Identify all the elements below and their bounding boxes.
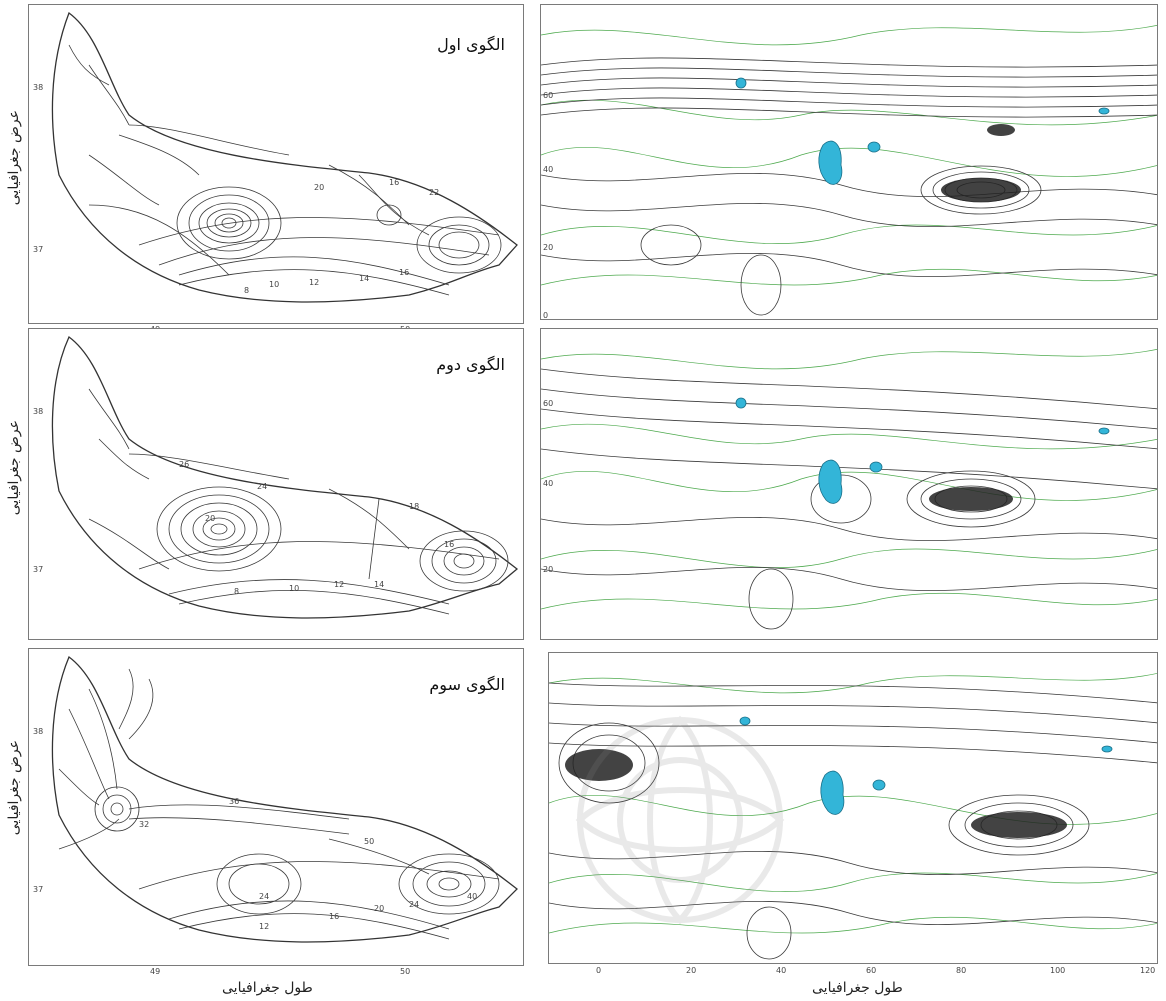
lat-tick: 37 — [33, 245, 44, 254]
contour-label: 16 — [329, 912, 339, 921]
lat-tick: 37 — [33, 565, 44, 574]
province-contour-map-row3: 36 32 50 24 12 16 20 24 40 الگوی سوم 38 … — [28, 648, 524, 966]
map-y-tick: 60 — [543, 91, 554, 100]
contour-label: 24 — [257, 482, 267, 491]
contour-label: 36 — [229, 797, 239, 806]
right-x-tick: 120 — [1140, 966, 1156, 975]
contour-label: 40 — [467, 892, 477, 901]
y-axis-label-row2: عرض جغرافیایی — [6, 420, 22, 516]
synoptic-map-row3 — [548, 652, 1158, 964]
contour-label: 12 — [259, 922, 269, 931]
contour-label: 26 — [179, 460, 189, 469]
y-axis-label-row3: عرض جغرافیایی — [6, 740, 22, 836]
contour-label: 22 — [429, 188, 439, 197]
contour-label: 16 — [389, 178, 399, 187]
contour-label: 16 — [399, 268, 409, 277]
lon-tick: 49 — [150, 967, 161, 976]
right-x-tick: 60 — [866, 966, 877, 975]
lon-tick: 50 — [400, 967, 411, 976]
map-y-tick: 0 — [543, 311, 549, 320]
contour-label: 24 — [409, 900, 419, 909]
map-y-tick: 20 — [543, 565, 554, 574]
contour-label: 50 — [364, 837, 374, 846]
contour-label: 12 — [309, 278, 319, 287]
province-contour-map-row1: 20 22 16 8 10 12 14 16 الگوی اول 38 37 — [28, 4, 524, 324]
map-y-tick: 20 — [543, 243, 554, 252]
pattern-title-row1: الگوی اول — [437, 35, 505, 54]
pattern-title-row3: الگوی سوم — [429, 675, 505, 694]
map-y-tick: 60 — [543, 399, 554, 408]
contour-label: 8 — [244, 286, 249, 295]
contour-label: 16 — [444, 540, 454, 549]
contour-plot-row2: 26 24 18 20 16 8 10 12 14 — [29, 329, 523, 639]
contour-label: 18 — [409, 502, 419, 511]
x-axis-label-left: طول جغرافیایی — [222, 980, 313, 996]
lat-tick: 37 — [33, 885, 44, 894]
map-y-tick: 40 — [543, 165, 554, 174]
contour-label: 14 — [374, 580, 384, 589]
synoptic-contours-row1 — [541, 5, 1157, 319]
contour-label: 24 — [259, 892, 269, 901]
contour-plot-row1: 20 22 16 8 10 12 14 16 — [29, 5, 523, 323]
contour-label: 20 — [374, 904, 384, 913]
contour-label: 10 — [269, 280, 279, 289]
lat-tick: 38 — [33, 727, 44, 736]
right-x-tick: 40 — [776, 966, 787, 975]
right-x-tick: 20 — [686, 966, 697, 975]
x-axis-label-right: طول جغرافیایی — [812, 980, 903, 996]
contour-label: 20 — [314, 183, 324, 192]
contour-label: 32 — [139, 820, 149, 829]
contour-label: 12 — [334, 580, 344, 589]
province-contour-map-row2: 26 24 18 20 16 8 10 12 14 الگوی دوم 38 3… — [28, 328, 524, 640]
lat-tick: 38 — [33, 83, 44, 92]
map-y-tick: 40 — [543, 479, 554, 488]
y-axis-label-row1: عرض جغرافیایی — [6, 110, 22, 206]
contour-label: 20 — [205, 514, 215, 523]
lat-tick: 38 — [33, 407, 44, 416]
synoptic-map-row2: 60 40 20 — [540, 328, 1158, 640]
right-x-tick: 80 — [956, 966, 967, 975]
pattern-title-row2: الگوی دوم — [436, 355, 505, 374]
right-x-tick: 0 — [596, 966, 602, 975]
contour-plot-row3: 36 32 50 24 12 16 20 24 40 — [29, 649, 523, 965]
synoptic-contours-row3 — [549, 653, 1157, 963]
contour-label: 10 — [289, 584, 299, 593]
contour-label: 14 — [359, 274, 369, 283]
synoptic-contours-row2 — [541, 329, 1157, 639]
synoptic-map-row1: 60 40 20 0 — [540, 4, 1158, 320]
contour-label: 8 — [234, 587, 239, 596]
right-x-tick: 100 — [1050, 966, 1066, 975]
